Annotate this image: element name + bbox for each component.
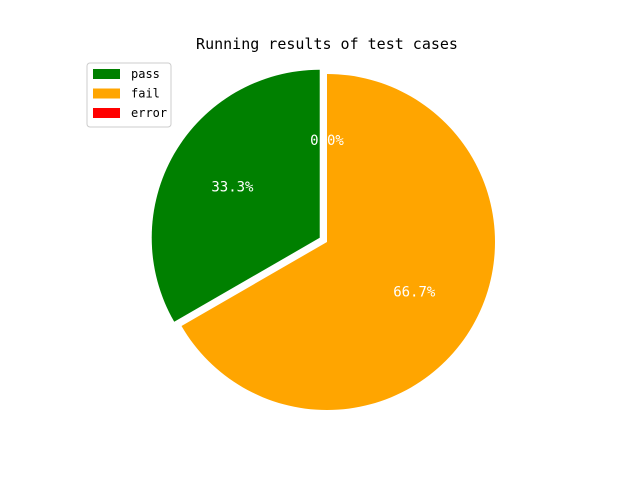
percent-label-error: 0.0% [310,133,344,149]
legend-swatch-fail [93,88,120,99]
chart-title: Running results of test cases [196,35,458,53]
percent-label-fail: 66.7% [393,284,436,300]
legend: pass fail error [86,62,172,128]
percent-label-pass: 33.3% [211,179,254,195]
slice-pass [151,69,320,322]
percent-labels: 33.3% 66.7% 0.0% [211,133,436,300]
legend-label-fail: fail [131,87,160,101]
pie-slices [151,69,496,410]
slice-fail [181,74,496,410]
legend-swatch-pass [93,69,120,79]
legend-swatch-error [93,108,120,118]
legend-label-error: error [131,106,167,120]
legend-label-pass: pass [131,67,160,81]
